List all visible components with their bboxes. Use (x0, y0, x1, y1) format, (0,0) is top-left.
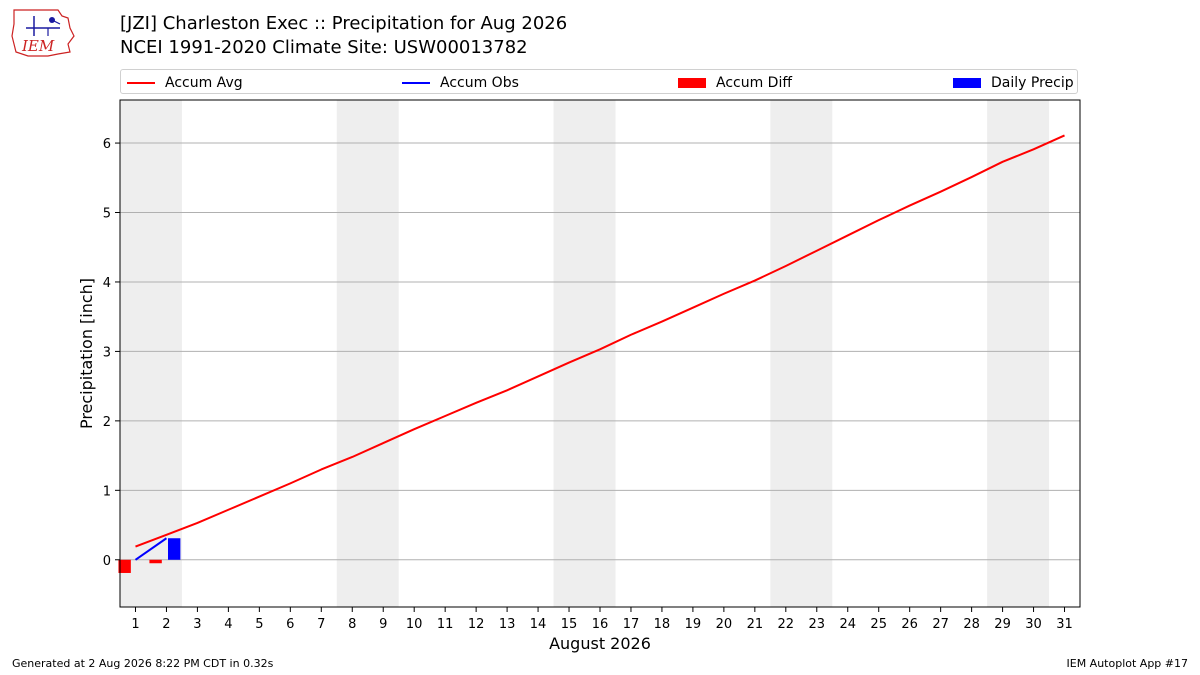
accum-avg-line (135, 134, 1065, 548)
y-tick-label: 1 (103, 484, 111, 499)
x-tick-label: 29 (994, 617, 1011, 632)
x-tick-label: 11 (437, 617, 454, 632)
x-tick-label: 15 (561, 617, 578, 632)
x-tick-label: 26 (901, 617, 918, 632)
legend-item-daily-precip: Daily Precip (953, 74, 1074, 91)
weekend-shading (987, 100, 1050, 607)
x-tick-label: 9 (379, 617, 387, 632)
footer-app: IEM Autoplot App #17 (1066, 657, 1189, 670)
x-tick-label: 7 (317, 617, 325, 632)
x-tick-label: 13 (499, 617, 516, 632)
chart-title: [JZI] Charleston Exec :: Precipitation f… (120, 13, 568, 34)
legend-swatch-accum-obs (402, 81, 430, 84)
weekend-shading (553, 100, 616, 607)
legend-item-accum-diff: Accum Diff (678, 74, 792, 91)
x-tick-label: 3 (193, 617, 201, 632)
x-tick-label: 30 (1025, 617, 1042, 632)
x-tick-label: 14 (530, 617, 547, 632)
legend-swatch-daily-precip (953, 77, 981, 88)
legend-swatch-accum-avg (127, 81, 155, 84)
x-axis-label: August 2026 (549, 634, 651, 653)
iem-logo: IEM (11, 9, 75, 57)
accum-diff-bar (118, 559, 131, 573)
accum-diff-bar (149, 559, 162, 564)
accum-obs-line (134, 537, 168, 561)
x-tick-label: 24 (839, 617, 856, 632)
x-tick-label: 1 (131, 617, 139, 632)
x-tick-label: 28 (963, 617, 980, 632)
x-tick-label: 10 (406, 617, 423, 632)
y-tick-label: 6 (103, 137, 111, 152)
legend-item-accum-avg: Accum Avg (127, 74, 243, 91)
x-tick-label: 5 (255, 617, 263, 632)
y-axis-label: Precipitation [inch] (77, 278, 96, 429)
y-tick-label: 2 (103, 415, 111, 430)
x-tick-label: 19 (685, 617, 702, 632)
y-tick-label: 3 (103, 345, 111, 360)
x-tick-label: 18 (654, 617, 671, 632)
legend-label-accum-obs: Accum Obs (440, 74, 519, 91)
x-tick-label: 23 (809, 617, 826, 632)
x-tick-label: 27 (932, 617, 949, 632)
x-tick-label: 17 (623, 617, 640, 632)
legend-swatch-accum-diff (678, 77, 706, 88)
legend: Accum Avg Accum Obs Accum Diff Daily Pre… (120, 69, 1078, 94)
x-tick-label: 22 (778, 617, 795, 632)
x-tick-label: 6 (286, 617, 294, 632)
legend-label-accum-avg: Accum Avg (165, 74, 243, 91)
chart-subtitle: NCEI 1991-2020 Climate Site: USW00013782 (120, 37, 528, 58)
y-tick-label: 0 (103, 554, 111, 569)
x-tick-label: 31 (1056, 617, 1073, 632)
y-tick-label: 5 (103, 207, 111, 222)
logo-text: IEM (21, 37, 55, 55)
x-tick-label: 25 (870, 617, 887, 632)
x-tick-label: 12 (468, 617, 485, 632)
weekend-shading (120, 100, 182, 607)
x-tick-label: 16 (592, 617, 609, 632)
footer-generated: Generated at 2 Aug 2026 8:22 PM CDT in 0… (12, 657, 274, 670)
x-tick-label: 2 (162, 617, 170, 632)
weekend-shading (336, 100, 399, 607)
legend-label-daily-precip: Daily Precip (991, 74, 1074, 91)
x-tick-label: 4 (224, 617, 232, 632)
y-tick-label: 4 (103, 276, 111, 291)
x-tick-label: 21 (747, 617, 764, 632)
x-tick-label: 8 (348, 617, 356, 632)
legend-label-accum-diff: Accum Diff (716, 74, 793, 91)
daily-precip-bar (168, 538, 181, 560)
x-tick-label: 20 (716, 617, 733, 632)
weekend-shading (770, 100, 833, 607)
legend-item-accum-obs: Accum Obs (402, 74, 519, 91)
